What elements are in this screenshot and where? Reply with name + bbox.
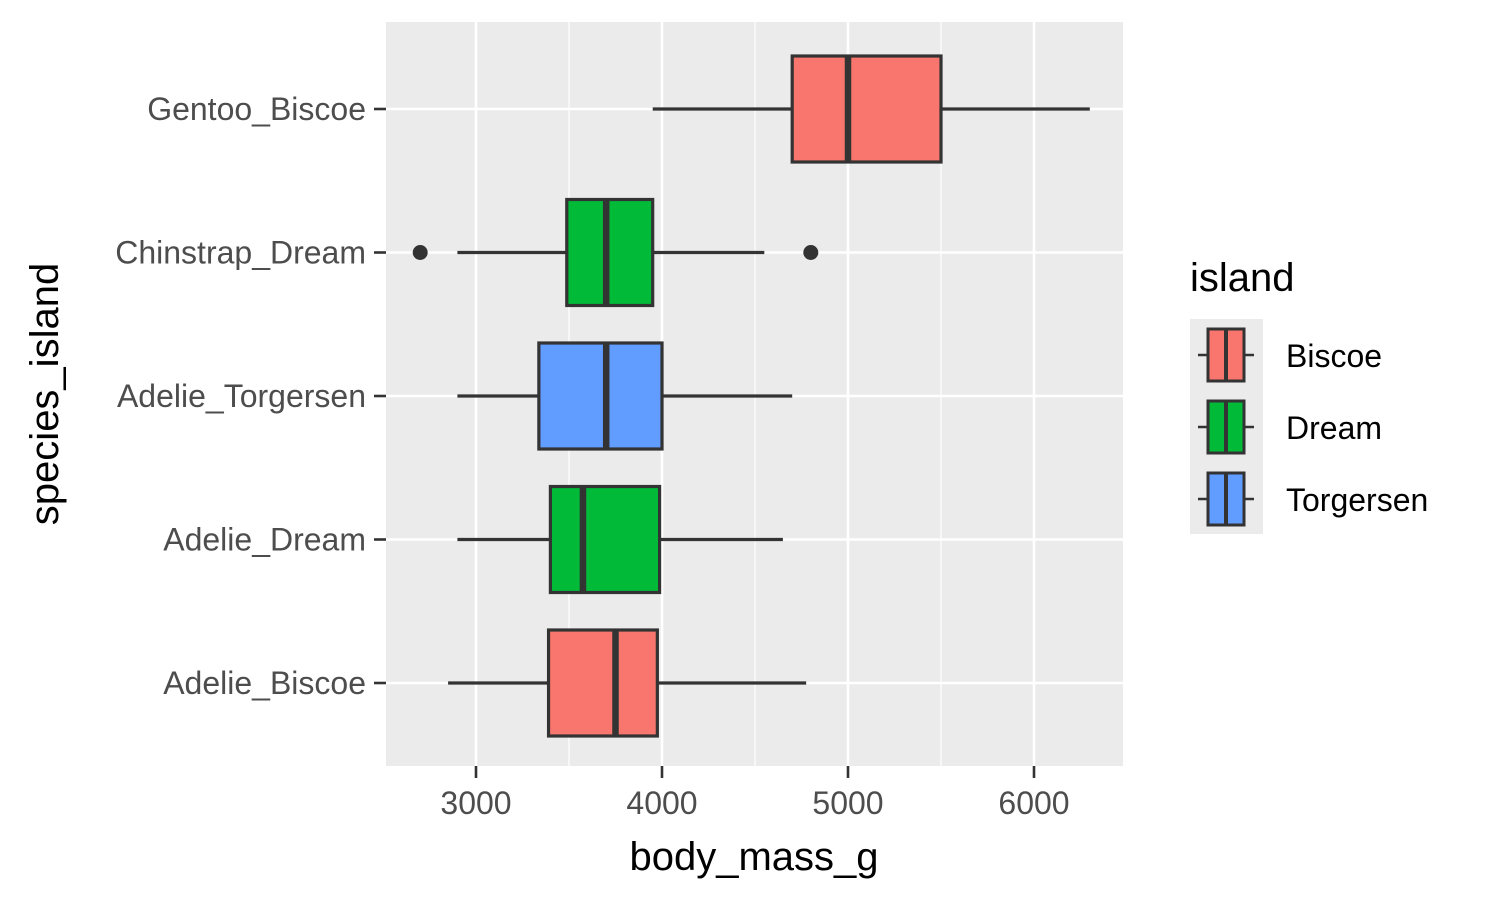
y-axis-title: species_island — [23, 263, 67, 525]
outlier-point — [803, 245, 819, 260]
box-iqr — [546, 628, 659, 738]
legend-label: Torgersen — [1286, 482, 1428, 518]
x-tick-label: 5000 — [812, 785, 883, 821]
y-tick-label: Adelie_Biscoe — [163, 665, 366, 701]
outlier-point — [412, 245, 428, 260]
legend-label: Biscoe — [1286, 338, 1382, 374]
box-gentoo-biscoe — [652, 54, 1090, 164]
legend-item-dream: Dream — [1198, 399, 1382, 455]
x-axis-ticks: 3000 4000 5000 6000 — [440, 766, 1070, 821]
y-tick-label: Adelie_Torgersen — [117, 378, 366, 414]
legend-item-biscoe: Biscoe — [1198, 327, 1382, 383]
legend-item-torgersen: Torgersen — [1198, 471, 1428, 527]
y-tick-label: Chinstrap_Dream — [115, 235, 366, 271]
legend: island Biscoe Dream Torgersen — [1190, 256, 1428, 534]
y-axis-ticks: Adelie_Biscoe Adelie_Dream Adelie_Torgerse… — [115, 91, 386, 701]
box-adelie-dream — [457, 484, 783, 595]
box-iqr — [790, 54, 943, 164]
box-iqr — [537, 341, 664, 451]
box-iqr — [548, 484, 662, 595]
legend-title: island — [1190, 256, 1295, 300]
box-iqr — [565, 197, 655, 308]
y-tick-label: Gentoo_Biscoe — [147, 91, 366, 127]
x-tick-label: 6000 — [998, 785, 1069, 821]
x-axis-title: body_mass_g — [629, 835, 878, 879]
x-tick-label: 3000 — [440, 785, 511, 821]
x-tick-label: 4000 — [626, 785, 697, 821]
box-adelie-torgersen — [457, 341, 793, 451]
box-adelie-biscoe — [448, 628, 807, 738]
box-series — [412, 54, 1090, 738]
y-tick-label: Adelie_Dream — [163, 522, 366, 558]
legend-label: Dream — [1286, 410, 1382, 446]
box-chinstrap-dream — [412, 197, 819, 308]
